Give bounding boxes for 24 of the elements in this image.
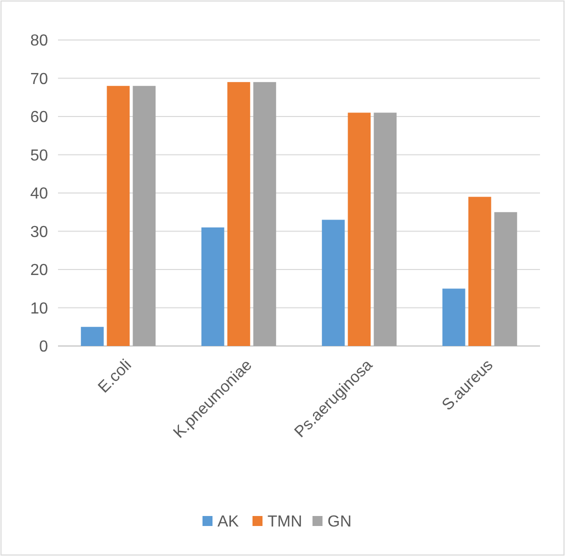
y-tick-label: 80 xyxy=(30,32,48,50)
legend-label: GN xyxy=(328,514,352,531)
legend-label: TMN xyxy=(268,514,302,531)
bar xyxy=(468,196,492,346)
bar xyxy=(106,86,130,346)
bar xyxy=(201,227,224,346)
y-tick-label: 40 xyxy=(30,186,48,203)
bar xyxy=(253,82,276,346)
bar xyxy=(227,82,250,346)
bar xyxy=(348,112,371,346)
y-tick-label: 0 xyxy=(39,338,48,356)
bar xyxy=(322,220,345,346)
y-tick-label: 30 xyxy=(30,224,48,241)
y-tick-label: 20 xyxy=(30,262,48,280)
bar xyxy=(442,288,466,346)
bar xyxy=(374,112,397,346)
bar xyxy=(494,212,518,346)
y-tick-label: 10 xyxy=(30,300,48,318)
y-tick-label: 50 xyxy=(30,147,48,164)
y-tick-label: 60 xyxy=(30,109,48,126)
bar xyxy=(80,326,104,346)
bar xyxy=(132,86,156,346)
legend-label: AK xyxy=(218,514,240,531)
y-tick-label: 70 xyxy=(30,70,48,88)
